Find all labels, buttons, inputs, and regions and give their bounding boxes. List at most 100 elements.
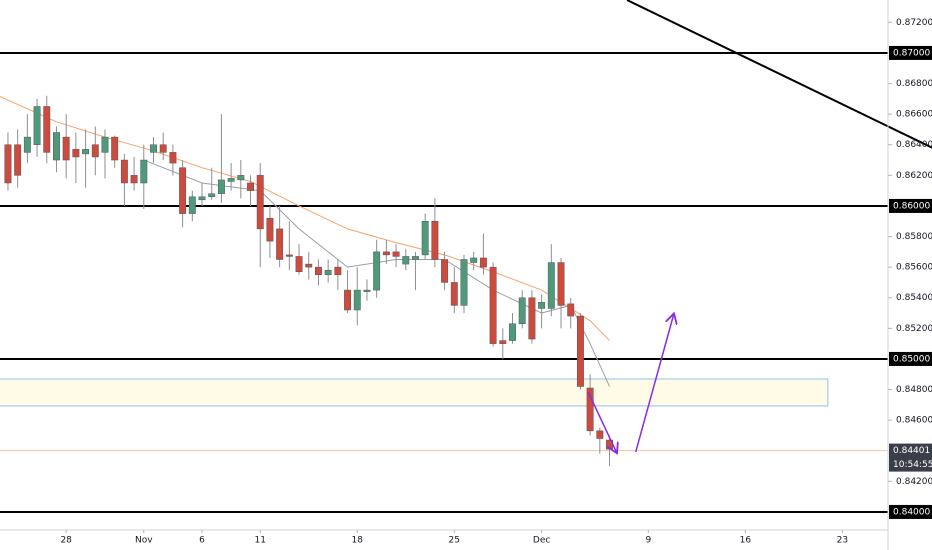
candle-body [276, 228, 284, 260]
x-tick-label: 23 [837, 536, 848, 546]
x-tick-label: Nov [135, 536, 153, 546]
x-tick-label: 18 [352, 536, 364, 546]
level-label-box [889, 504, 932, 519]
candle-body [111, 136, 119, 161]
candle-body [91, 144, 99, 158]
y-tick-label: 0.86800 [896, 79, 932, 89]
candle-body [373, 251, 381, 291]
candle-body [285, 254, 293, 257]
candle-body [179, 167, 187, 214]
candle-body [305, 263, 313, 268]
candle-body [528, 297, 536, 340]
last-price-label: 0.84401 [893, 446, 930, 456]
candle-body [101, 136, 109, 153]
candle-body [62, 136, 70, 161]
candle-body [169, 152, 177, 164]
candle-body [509, 323, 516, 341]
candle-body [266, 217, 274, 242]
y-tick-label: 0.84200 [896, 477, 932, 487]
last-price-box [889, 443, 932, 472]
x-tick-label: 6 [199, 536, 205, 546]
candle-body [392, 251, 400, 257]
x-tick-label: 11 [255, 536, 266, 546]
y-tick-label: 0.87200 [896, 18, 932, 28]
candle-body [72, 149, 80, 158]
candle-body [441, 259, 449, 283]
candle-body [295, 256, 303, 272]
candle-body [217, 179, 225, 194]
trendline [626, 0, 932, 149]
candle-body [227, 178, 235, 182]
candle-body [344, 289, 352, 311]
x-tick-label: 16 [740, 536, 752, 546]
candle-body [334, 266, 342, 276]
candle-body [421, 220, 429, 256]
candle-body [353, 289, 361, 311]
level-label-box [889, 45, 932, 60]
candle-body [499, 340, 507, 344]
y-tick-label: 0.86200 [896, 171, 932, 181]
zone [0, 378, 829, 407]
candle-body [324, 269, 332, 276]
level-label: 0.84000 [893, 507, 930, 517]
x-tick-label: 28 [60, 536, 72, 546]
candle-body [470, 257, 478, 263]
level-label-box [889, 351, 932, 366]
candle-body [489, 266, 497, 344]
level-label: 0.86000 [893, 201, 930, 211]
candle-body [130, 175, 138, 184]
y-tick-label: 0.84800 [896, 385, 932, 395]
y-tick-label: 0.86400 [896, 140, 932, 150]
candle-body [567, 303, 575, 317]
x-tick-label: 9 [645, 536, 651, 546]
y-tick-label: 0.85800 [896, 232, 932, 242]
candle-body [314, 266, 322, 276]
candle-body [120, 159, 128, 184]
y-tick-label: 0.85400 [896, 293, 932, 303]
level-label: 0.85000 [893, 354, 930, 364]
candle-body [43, 106, 51, 153]
candle-body [4, 144, 12, 184]
candle-body [140, 159, 148, 184]
candle-body [402, 256, 410, 265]
x-tick-label: 25 [449, 536, 460, 546]
candle-body [586, 387, 594, 432]
candle-body [538, 302, 546, 309]
y-tick-label: 0.85200 [896, 324, 932, 334]
candle-body [237, 175, 245, 181]
candle-body [460, 259, 468, 306]
candle-body [547, 262, 555, 309]
candle-body [557, 262, 565, 306]
arrow [635, 315, 674, 453]
arrow [587, 391, 616, 452]
candle-body [82, 149, 90, 155]
candle-body [431, 220, 439, 260]
candle-body [382, 251, 390, 256]
y-tick-label: 0.86600 [896, 110, 932, 120]
countdown-label: 10:54:55 [893, 460, 932, 470]
candle-body [412, 256, 419, 260]
candle-body [198, 196, 206, 201]
candle-body [53, 132, 60, 161]
candle-body [363, 289, 371, 292]
candle-body [33, 106, 41, 145]
candle-body [208, 193, 216, 198]
candle-body [23, 136, 31, 153]
candle-body [576, 315, 584, 387]
candle-body [188, 196, 196, 214]
y-tick-label: 0.85600 [896, 263, 932, 273]
candle-body [14, 144, 22, 176]
candle-body [247, 182, 254, 191]
level-label-box [889, 198, 932, 213]
level-label: 0.87000 [893, 48, 930, 58]
candle-body [159, 144, 167, 153]
candle-body [150, 144, 157, 153]
candle-body [479, 257, 487, 268]
moving-average [0, 96, 610, 341]
y-tick-label: 0.84600 [896, 416, 932, 426]
candle-body [596, 430, 604, 439]
x-tick-label: Dec [533, 536, 550, 546]
candle-body [256, 175, 264, 230]
